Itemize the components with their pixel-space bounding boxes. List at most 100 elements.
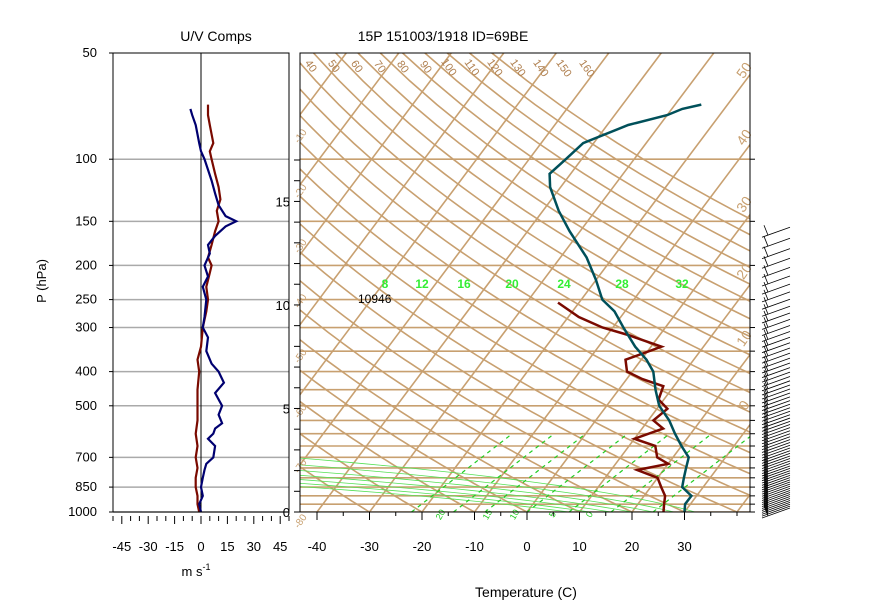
wind-barb-flag [763, 437, 769, 448]
wind-barb-flag [763, 490, 769, 501]
uv-x-axis-label: m s-1 [182, 562, 211, 579]
sounding-line [557, 301, 672, 512]
dry-adiabat [300, 87, 750, 394]
dry-adiabat [312, 53, 750, 356]
uv-series-group [189, 104, 239, 513]
wind-barb-staff [761, 237, 791, 249]
wind-barb-staff [761, 226, 791, 238]
height-tick-label: 0 [283, 505, 290, 520]
wind-barb-flag [763, 486, 769, 497]
wind-barb-flag [763, 386, 769, 398]
wind-barb-staff [761, 319, 791, 330]
uv-y-ticks: 50 100 150 200 250 300 400 500 700 850 1000 [68, 45, 113, 519]
dry-adiabat [491, 53, 750, 220]
wind-barb-flag [763, 468, 769, 479]
skewt-x-tick-label: 10 [572, 539, 586, 554]
dry-adiabat-label: 160 [576, 58, 596, 80]
sounding-line [548, 103, 702, 512]
moist-adiabat [300, 482, 591, 512]
uv-y-tick-label: 250 [75, 292, 97, 307]
wind-barb-flag [763, 289, 769, 301]
uv-y-tick-label: 500 [75, 398, 97, 413]
wind-barb-staff [761, 275, 791, 287]
wind-barb-flag [763, 225, 769, 236]
isotherm-label: -20 [292, 182, 310, 201]
isotherm-label: 20 [733, 260, 755, 282]
wind-barb-staff [761, 347, 791, 359]
mixing-ratio-label: 15 [481, 508, 495, 522]
uv-x-tick-label: 30 [247, 539, 261, 554]
skewt-plot-frame [299, 52, 751, 513]
wind-barb-flag [763, 398, 769, 409]
mixing-ratio-label: 10 [508, 508, 522, 522]
wind-barb-staff [761, 298, 791, 310]
uv-x-tick-label: -15 [165, 539, 184, 554]
wind-barb-staff [761, 283, 791, 295]
wind-barb-staff [761, 312, 791, 324]
wind-barb-flag [763, 477, 769, 488]
wind-barb-flag [763, 323, 769, 334]
uv-y-tick-label: 700 [75, 449, 97, 464]
wind-barb-staff [761, 460, 791, 472]
dry-adiabat [300, 141, 750, 433]
wind-barb-flag [763, 492, 769, 503]
isotherm [790, 53, 887, 512]
wind-barb-flag [763, 256, 769, 267]
sounding-title: 15P 151003/1918 ID=69BE [358, 28, 529, 44]
uv-y-tick-label: 50 [83, 45, 97, 60]
dry-adiabat [300, 308, 633, 512]
isotherm [473, 143, 750, 512]
dry-adiabat-label: 80 [394, 59, 411, 76]
mixing-ratio-line [610, 433, 713, 512]
wind-barb-flag [763, 448, 769, 459]
wind-barb-flag [763, 360, 769, 372]
isotherm [300, 53, 400, 186]
isotherm [300, 53, 610, 466]
isotherm [578, 283, 750, 512]
wind-barb-flag [763, 374, 769, 385]
wind-barb-staff [761, 248, 791, 260]
dry-adiabat [300, 114, 750, 413]
dry-adiabat [300, 251, 738, 512]
mixing-ratio-label: 20 [434, 508, 448, 522]
isotherm-label: -40 [292, 292, 310, 311]
isotherm-label: -30 [292, 237, 310, 256]
dry-adiabat-label: 90 [417, 59, 434, 76]
skewt-axes: -40 -30 -20 -10 0 10 20 30 0 5 10 15 [276, 158, 755, 554]
wind-barb-staff [761, 331, 791, 342]
uv-x-axis-label-sup: -1 [202, 562, 210, 572]
wind-barb-flag [763, 466, 769, 477]
wind-barb-flag [763, 428, 769, 439]
uv-y-tick-label: 850 [75, 479, 97, 494]
wind-barb-staff [761, 505, 791, 517]
mixing-ratio-label: 5 [547, 510, 558, 519]
mixing-ratio-label: 0 [584, 510, 595, 519]
wind-barb-flag [763, 494, 769, 505]
wind-barb-flag [763, 265, 769, 276]
dry-adiabat-label: 50 [325, 58, 342, 75]
isotherm-label: 40 [733, 126, 755, 148]
skewt-x-tick-label: -10 [465, 539, 484, 554]
skewt-x-tick-label: 0 [523, 539, 530, 554]
wind-barb-flag [763, 317, 769, 328]
dry-adiabat-label: 40 [302, 58, 319, 75]
dry-adiabat [424, 53, 750, 269]
wind-barb-flag [763, 440, 769, 451]
dry-adiabat [300, 222, 750, 497]
wind-barb-flag [763, 405, 769, 416]
skewt-x-tick-label: -20 [413, 539, 432, 554]
isotherm [526, 213, 750, 512]
isotherm-label: -10 [292, 127, 310, 146]
wind-barb-flag [763, 431, 769, 442]
wind-barb-flag [763, 335, 769, 346]
dry-adiabat [402, 53, 750, 285]
moist-adiabat [300, 486, 570, 512]
skewt-x-tick-label: 30 [677, 539, 691, 554]
moist-adiabat-label: 12 [415, 277, 429, 291]
uv-y-axis-label: P (hPa) [34, 259, 49, 303]
wind-barb-flag [763, 419, 769, 430]
wind-barb-staff [761, 463, 791, 474]
isotherm [842, 53, 887, 512]
wind-barb-staff [761, 257, 791, 269]
wind-barb-flag [763, 458, 769, 470]
